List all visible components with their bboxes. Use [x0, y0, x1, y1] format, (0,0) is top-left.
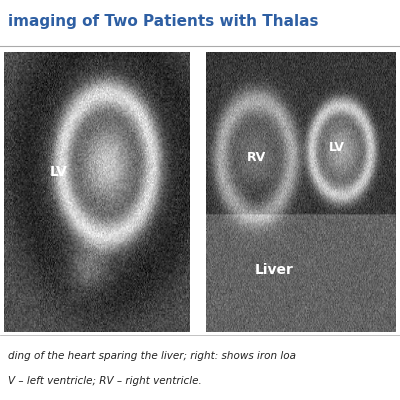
Text: LV: LV [328, 141, 344, 154]
Text: Liver: Liver [255, 263, 294, 277]
Text: LV: LV [50, 165, 67, 179]
Text: RV: RV [247, 151, 266, 164]
Text: imaging of Two Patients with Thalas: imaging of Two Patients with Thalas [8, 14, 318, 29]
Text: V – left ventricle; RV – right ventricle.: V – left ventricle; RV – right ventricle… [8, 376, 202, 386]
Text: ding of the heart sparing the liver; right: shows iron loa: ding of the heart sparing the liver; rig… [8, 351, 296, 361]
